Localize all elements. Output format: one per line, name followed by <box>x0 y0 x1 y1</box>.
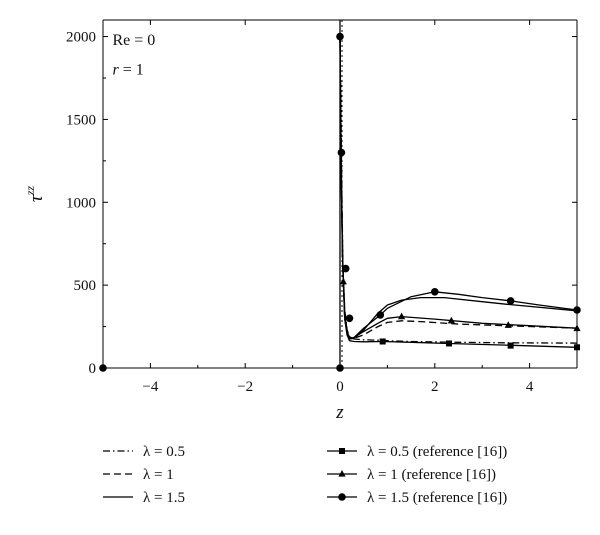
legend-marker-5 <box>338 493 346 501</box>
y-axis-label: τzz <box>23 186 47 202</box>
series-line-5 <box>339 36 578 340</box>
legend-label: λ = 0.5 (reference [16]) <box>367 444 507 460</box>
series-5-point <box>431 287 439 296</box>
annotation-text: r = 1 <box>112 62 143 79</box>
y-tick-label: 500 <box>74 278 97 294</box>
series-4-point <box>447 316 455 324</box>
x-tick-label: 2 <box>431 379 439 395</box>
axes: −4 −2 0 2 4 0 500 1000 1500 2000 z τzz <box>23 19 578 423</box>
legend-label: λ = 0.5 <box>143 444 185 460</box>
legend-label: λ = 1 <box>143 467 174 483</box>
annotation-text: Re = 0 <box>112 32 155 49</box>
legend: λ = 0.5 λ = 1 λ = 1.5 λ = 0.5 (reference [1… <box>103 444 507 506</box>
x-tick-label: −2 <box>237 379 253 395</box>
series-5-point <box>506 297 515 305</box>
x-tick-label: −4 <box>142 379 158 395</box>
y-axis-label-symbol: τ <box>26 194 47 202</box>
y-axis-label-superscript: zz <box>23 186 37 197</box>
series-line-1 <box>339 36 578 339</box>
legend-marker-3 <box>339 448 345 454</box>
y-tick-label: 0 <box>89 361 97 377</box>
y-tick-label: 1000 <box>66 195 96 211</box>
legend-marker-4 <box>338 470 346 477</box>
x-tick-label: 4 <box>526 379 534 395</box>
series-5-point <box>345 314 354 323</box>
y-tick-label: 1500 <box>66 112 96 128</box>
y-tick-label: 2000 <box>66 30 96 46</box>
series-5-point <box>341 264 350 273</box>
legend-label: λ = 1.5 (reference [16]) <box>367 490 507 506</box>
series-5-point <box>337 148 346 157</box>
series-line-2 <box>339 36 578 340</box>
series-4-point <box>504 321 512 328</box>
annotation-value: = 1 <box>119 62 144 79</box>
series-5-point <box>376 311 385 319</box>
series-4-point <box>398 312 406 320</box>
legend-label: λ = 1 (reference [16]) <box>367 467 496 483</box>
x-tick-label: 0 <box>336 379 344 395</box>
series-3-point <box>379 338 386 345</box>
series-line-0 <box>339 36 578 344</box>
series-line-3 <box>339 36 578 348</box>
legend-label: λ = 1.5 <box>143 490 185 506</box>
annotations: Re = 0 r = 1 <box>112 32 155 79</box>
annotation-symbol: r <box>112 62 119 79</box>
x-axis-label: z <box>335 402 344 423</box>
series-3-point <box>446 340 453 347</box>
series-3-point <box>507 342 514 349</box>
series-line-4 <box>339 36 578 340</box>
